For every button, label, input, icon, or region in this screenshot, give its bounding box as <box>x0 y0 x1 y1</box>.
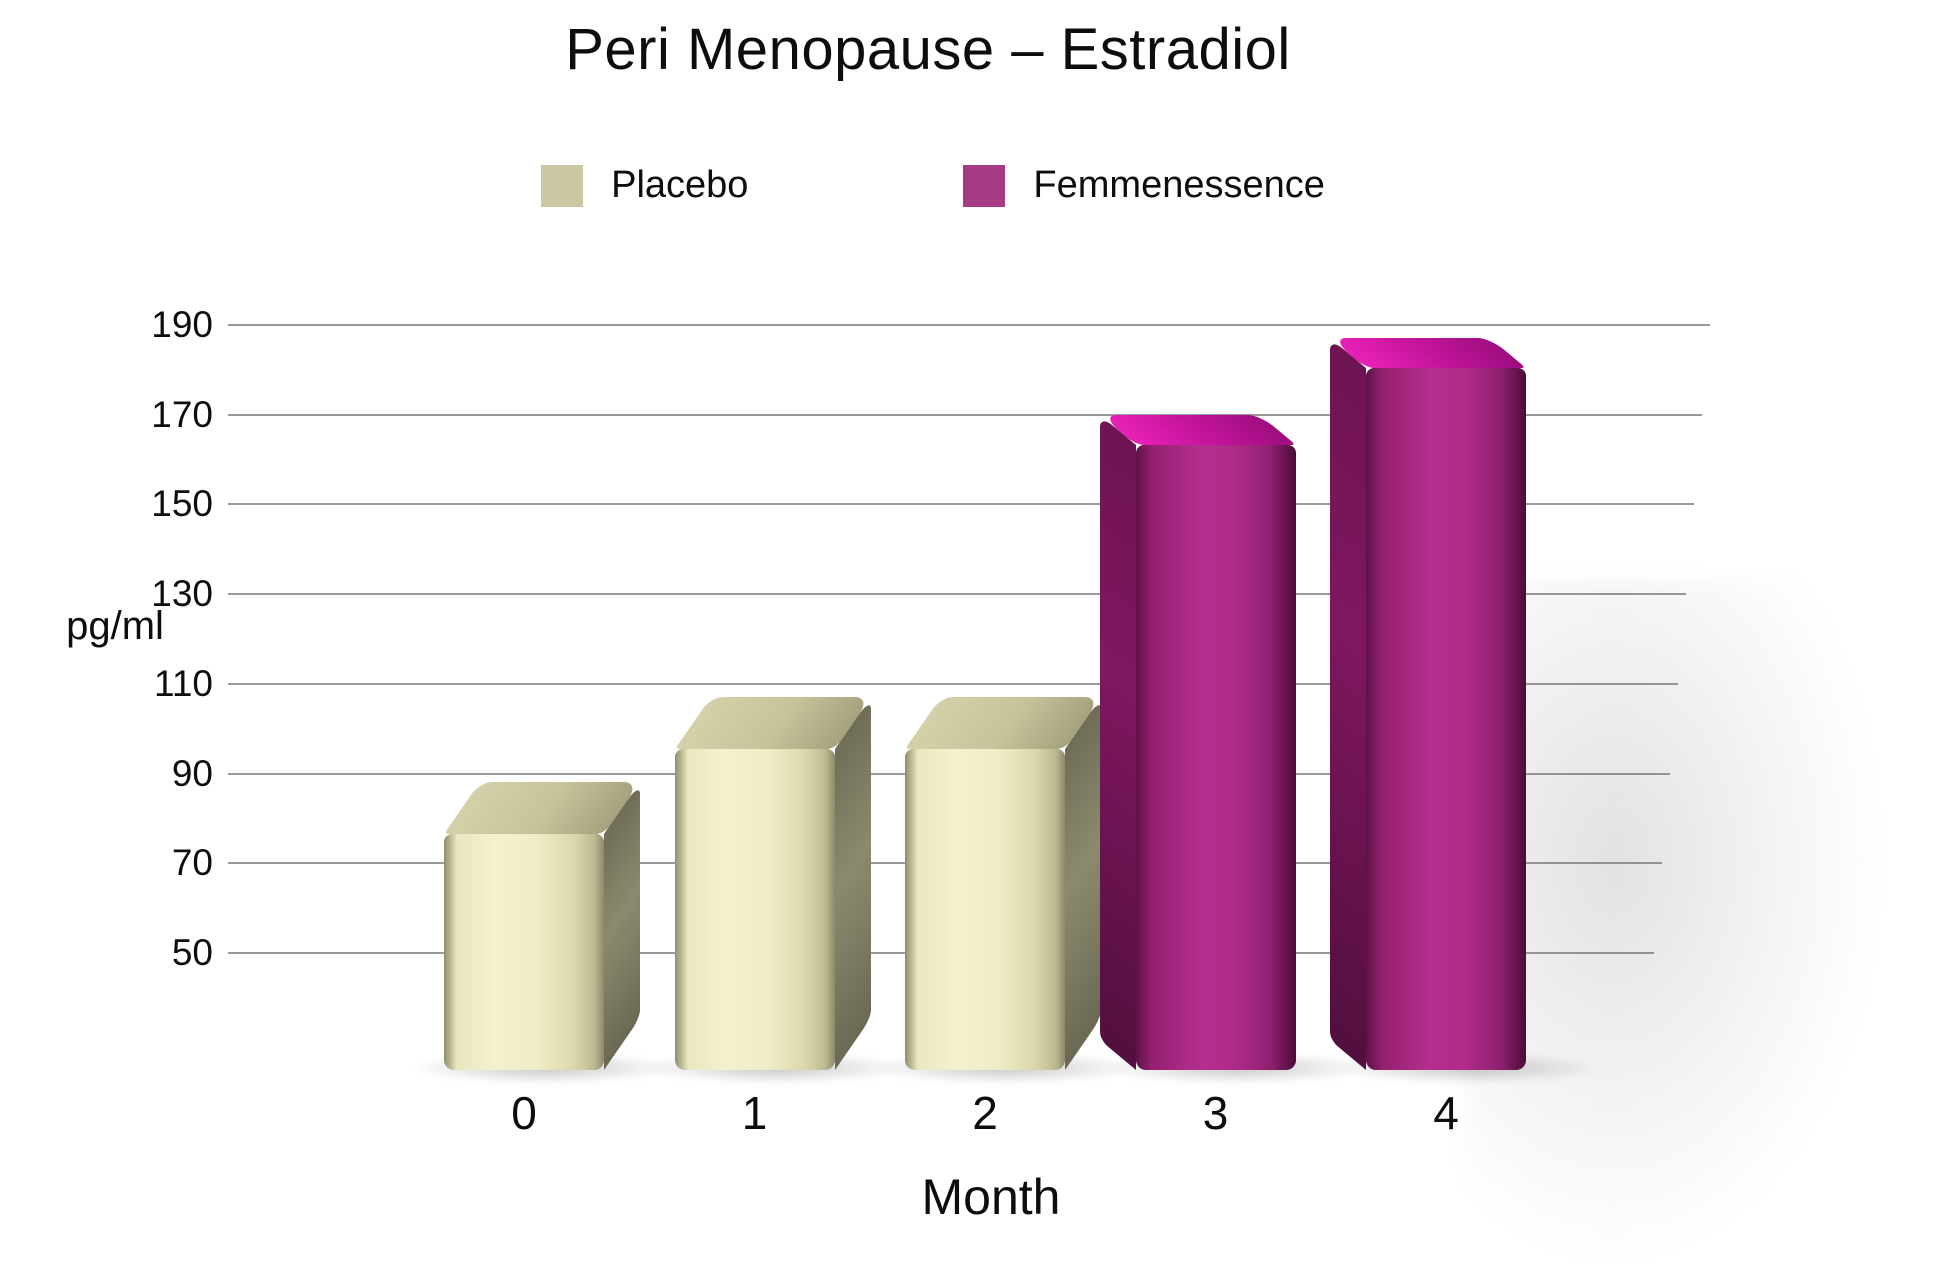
y-tick-label-90: 90 <box>171 752 213 794</box>
x-tick-label-2: 2 <box>972 1087 998 1139</box>
x-tick-label-4: 4 <box>1433 1087 1459 1139</box>
bar-side-face <box>1065 697 1101 1070</box>
legend-swatch-placebo <box>541 164 584 207</box>
bar-side-face <box>834 697 871 1070</box>
y-tick-label-170: 170 <box>151 393 213 435</box>
y-tick-labels: 190 170 150 130 110 90 70 50 <box>151 304 1710 1070</box>
gridline-110 <box>228 682 1678 685</box>
x-tick-labels: 0 1 2 3 4 <box>228 1086 1710 1146</box>
y-tick-label-150: 150 <box>151 483 213 525</box>
x-tick-label-3: 3 <box>1202 1087 1229 1139</box>
y-axis-label: pg/ml <box>66 604 164 648</box>
bar-cast-shadow <box>1463 580 1893 1280</box>
bar-front-face <box>1135 444 1296 1070</box>
plot-area: 190 170 150 130 110 90 70 50 <box>151 304 1893 1280</box>
y-tick-label-50: 50 <box>171 931 213 973</box>
gridline-130 <box>228 593 1686 596</box>
bars-layer <box>228 325 1710 1084</box>
x-tick-label-0: 0 <box>511 1087 537 1139</box>
bar-side-face <box>1330 338 1366 1070</box>
y-tick-label-70: 70 <box>171 842 213 884</box>
legend-item-placebo: Placebo <box>541 164 748 207</box>
bar-month-2-placebo <box>871 697 1139 1084</box>
bar-front-face <box>905 749 1065 1070</box>
y-tick-label-110: 110 <box>154 662 213 704</box>
bar-month-4-femmenessence <box>1330 338 1600 1084</box>
bar-front-face <box>674 749 835 1070</box>
legend-item-femmenessence: Femmenessence <box>963 164 1325 207</box>
gridline-190 <box>228 324 1710 326</box>
legend-swatch-femmenessence <box>963 164 1006 207</box>
y-tick-label-130: 130 <box>151 573 213 615</box>
x-tick-label-1: 1 <box>741 1087 768 1139</box>
legend-label-placebo: Placebo <box>611 164 749 206</box>
shadow-layer <box>228 325 1893 1280</box>
bar-month-3-femmenessence <box>1099 414 1370 1084</box>
bar-front-face <box>1366 368 1526 1070</box>
x-axis-label: Month <box>921 1169 1061 1225</box>
gridline-150 <box>228 503 1694 506</box>
legend: Placebo Femmenessence <box>0 164 1906 207</box>
gridline-170 <box>228 413 1702 416</box>
bar-month-1-placebo <box>640 697 909 1084</box>
legend-label-femmenessence: Femmenessence <box>1033 164 1325 206</box>
bar-month-0-placebo <box>410 782 678 1084</box>
bar-front-face <box>444 834 604 1070</box>
bar-side-face <box>1099 414 1136 1070</box>
chart-title: Peri Menopause – Estradiol <box>565 17 1291 82</box>
bar-side-face <box>604 782 640 1070</box>
y-tick-label-190: 190 <box>151 304 213 345</box>
